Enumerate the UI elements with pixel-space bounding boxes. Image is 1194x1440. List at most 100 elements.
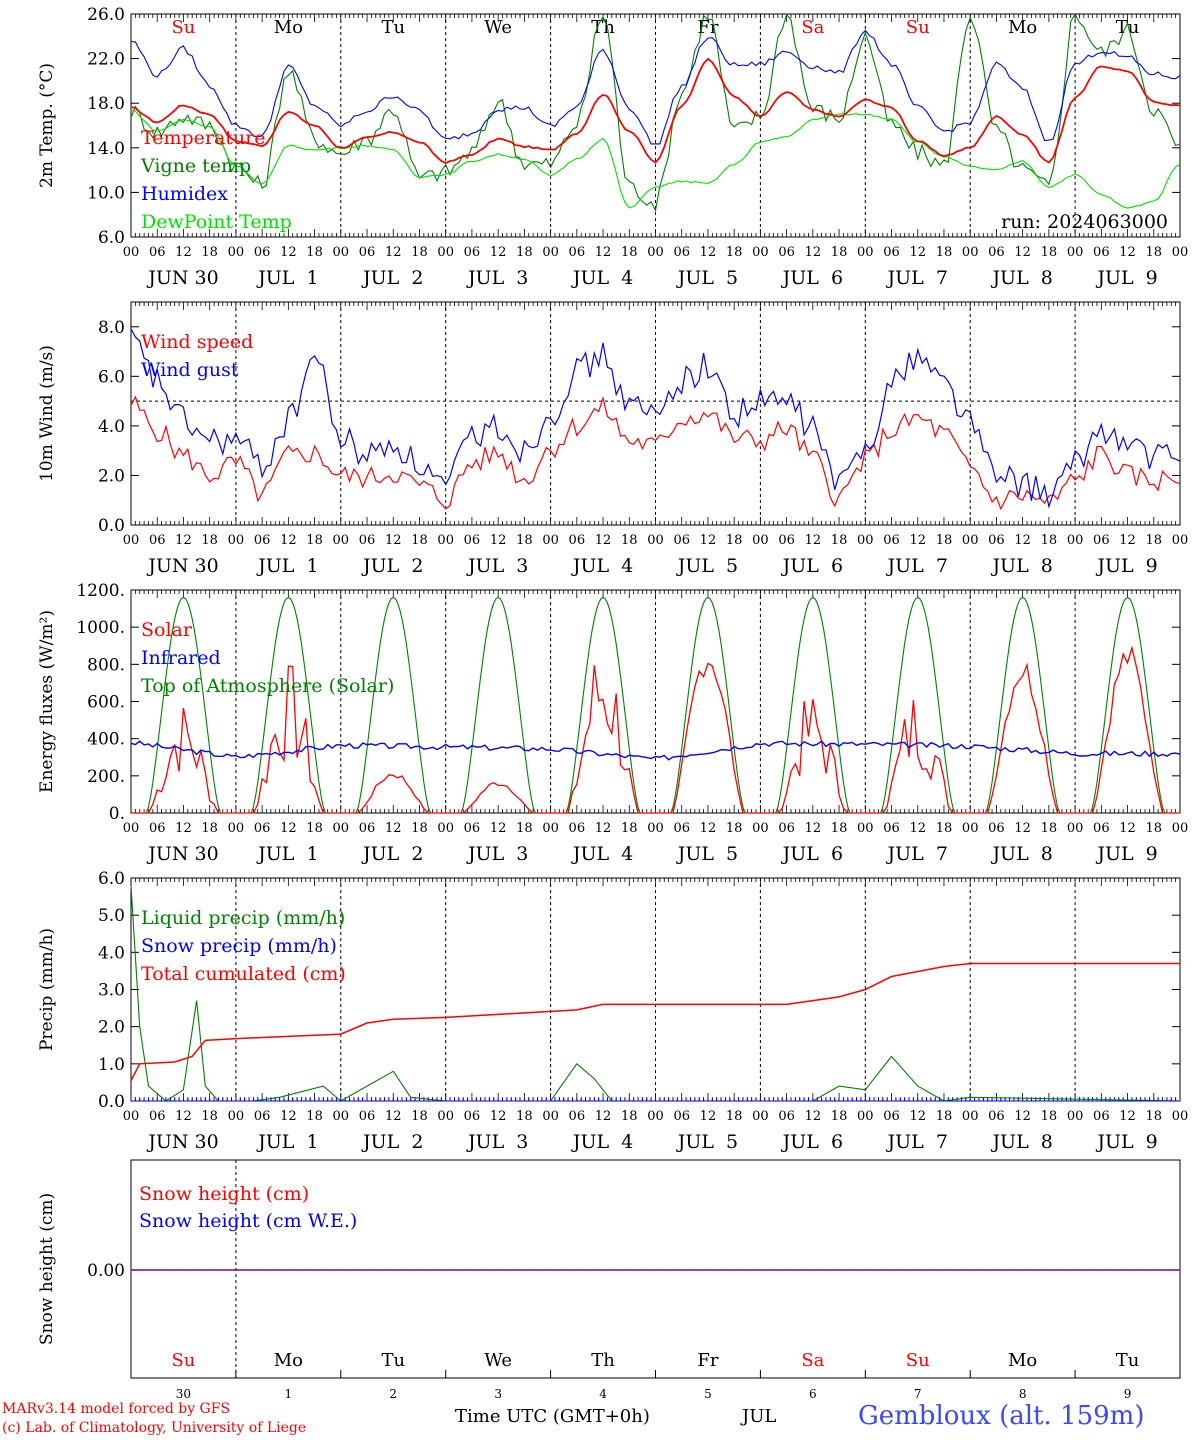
hour-tick-label: 00	[228, 821, 245, 836]
legend-entry: Top of Atmosphere (Solar)	[141, 675, 394, 697]
legend-entry: Total cumulated (cm)	[141, 963, 346, 985]
day-number: 30	[176, 1387, 191, 1401]
legend-entry: Snow height (cm W.E.)	[139, 1210, 357, 1232]
hour-tick-label: 18	[726, 533, 743, 548]
hour-tick-label: 18	[831, 245, 848, 260]
y-tick-label: 3.0	[98, 981, 125, 1001]
day-name: Su	[906, 17, 930, 38]
day-name: Th	[591, 17, 615, 38]
hour-tick-label: 00	[647, 533, 664, 548]
hour-tick-label: 18	[726, 821, 743, 836]
hour-tick-label: 06	[149, 533, 166, 548]
day-number: 7	[914, 1387, 922, 1401]
day-name: Th	[591, 1350, 615, 1371]
hour-tick-label: 06	[778, 821, 795, 836]
day-name: Su	[906, 1350, 930, 1371]
hour-tick-label: 18	[306, 533, 323, 548]
date-label: JUL 4	[571, 843, 633, 865]
legend-entry: Infrared	[141, 647, 221, 669]
y-tick-label: 22.0	[87, 50, 125, 70]
date-label: JUL 5	[676, 267, 738, 289]
hour-tick-label: 12	[280, 533, 297, 548]
hour-tick-label: 12	[385, 821, 402, 836]
day-number: 5	[704, 1387, 712, 1401]
hour-tick-label: 00	[1067, 1109, 1084, 1124]
hour-tick-label: 00	[647, 821, 664, 836]
hour-tick-label: 06	[464, 1109, 481, 1124]
legend-entry: Liquid precip (mm/h)	[141, 907, 345, 929]
hour-tick-label: 18	[1146, 821, 1163, 836]
day-number: 2	[389, 1387, 397, 1401]
y-tick-label: 2.0	[98, 1018, 125, 1038]
day-name: Mo	[1008, 1350, 1037, 1371]
hour-tick-label: 06	[1093, 1109, 1110, 1124]
day-number: 1	[285, 1387, 293, 1401]
hour-tick-label: 00	[437, 533, 454, 548]
y-tick-label: 6.0	[98, 869, 125, 889]
date-label: JUL 4	[571, 1131, 633, 1153]
date-label: JUL 2	[361, 267, 423, 289]
hour-tick-label: 12	[595, 821, 612, 836]
y-tick-label: 26.0	[87, 5, 125, 25]
day-name: Mo	[274, 17, 303, 38]
day-name: Sa	[801, 1350, 824, 1371]
hour-tick-label: 18	[726, 245, 743, 260]
hour-tick-label: 18	[1041, 245, 1058, 260]
y-tick-label: 1.0	[98, 1055, 125, 1075]
date-label: JUL 9	[1095, 1131, 1157, 1153]
y-axis-label: Energy fluxes (W/m²)	[37, 610, 57, 793]
hour-tick-label: 00	[333, 821, 350, 836]
hour-tick-label: 18	[411, 1109, 428, 1124]
hour-tick-label: 12	[1119, 1109, 1136, 1124]
hour-tick-label: 00	[437, 1109, 454, 1124]
y-axis-label: Precip (mm/h)	[37, 928, 57, 1051]
hour-tick-label: 00	[1172, 533, 1189, 548]
y-tick-label: 18.0	[87, 94, 125, 114]
hour-tick-label: 06	[778, 1109, 795, 1124]
hour-tick-label: 18	[1146, 1109, 1163, 1124]
date-label: JUL 6	[781, 555, 843, 577]
series-line-temperature	[130, 57, 1181, 164]
date-label: JUL 1	[256, 843, 318, 865]
day-name: Tu	[1116, 17, 1140, 38]
y-tick-label: 8.0	[98, 318, 125, 338]
hour-tick-label: 00	[857, 533, 874, 548]
hour-tick-label: 18	[411, 821, 428, 836]
day-name: Tu	[1116, 1350, 1140, 1371]
hour-tick-label: 00	[333, 245, 350, 260]
hour-tick-label: 06	[988, 821, 1005, 836]
hour-tick-label: 18	[201, 1109, 218, 1124]
date-label: JUL 8	[990, 267, 1052, 289]
day-name: Su	[171, 1350, 195, 1371]
hour-tick-label: 00	[542, 821, 559, 836]
y-tick-label: 800.	[87, 655, 125, 675]
hour-tick-label: 06	[1093, 245, 1110, 260]
hour-tick-label: 06	[569, 1109, 586, 1124]
hour-tick-label: 06	[883, 533, 900, 548]
hour-tick-label: 00	[542, 1109, 559, 1124]
hour-tick-label: 00	[437, 245, 454, 260]
y-tick-label: 6.0	[98, 228, 125, 248]
hour-tick-label: 00	[962, 821, 979, 836]
y-axis-label: Snow height (cm)	[37, 1193, 57, 1345]
hour-tick-label: 06	[149, 821, 166, 836]
date-label: JUL 6	[781, 843, 843, 865]
date-label: JUL 5	[676, 1131, 738, 1153]
hour-tick-label: 00	[228, 533, 245, 548]
legend-entry: Temperature	[141, 127, 265, 149]
day-name: Tu	[381, 1350, 405, 1371]
hour-tick-label: 12	[1014, 821, 1031, 836]
hour-tick-label: 06	[988, 245, 1005, 260]
date-label: JUL 2	[361, 843, 423, 865]
hour-tick-label: 00	[228, 1109, 245, 1124]
hour-tick-label: 12	[595, 533, 612, 548]
date-label: JUL 9	[1095, 267, 1157, 289]
legend-entry: Solar	[141, 619, 193, 641]
hour-tick-label: 00	[1172, 245, 1189, 260]
hour-tick-label: 06	[359, 1109, 376, 1124]
hour-tick-label: 12	[1119, 245, 1136, 260]
y-axis-label: 2m Temp. (°C)	[37, 63, 57, 188]
hour-tick-label: 00	[752, 245, 769, 260]
hour-tick-label: 06	[569, 533, 586, 548]
hour-tick-label: 06	[569, 245, 586, 260]
